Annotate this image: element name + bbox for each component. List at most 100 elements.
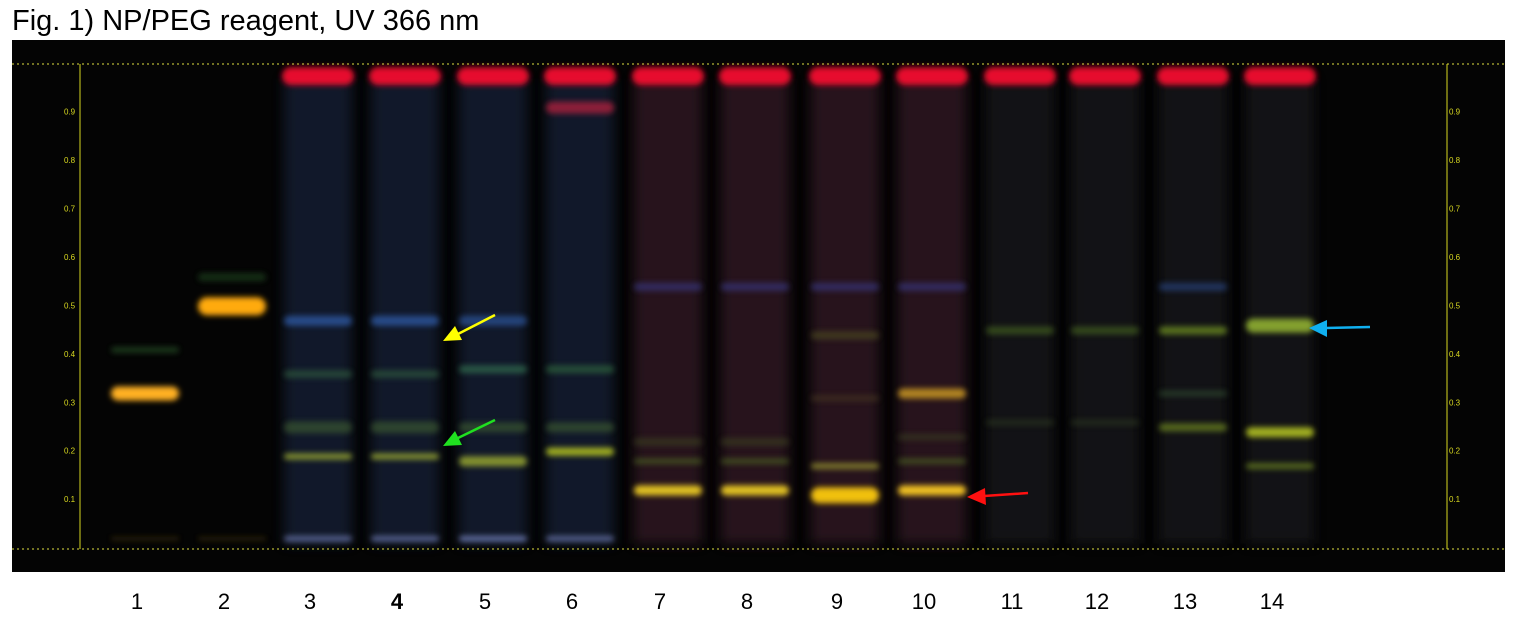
solvent-front-band bbox=[1157, 67, 1229, 86]
lane-trace bbox=[634, 78, 702, 544]
band bbox=[634, 458, 702, 465]
rf-label: 0.4 bbox=[1449, 350, 1461, 359]
lane-trace bbox=[721, 78, 789, 544]
rf-label: 0.4 bbox=[64, 350, 76, 359]
band bbox=[371, 453, 439, 460]
solvent-front-band bbox=[544, 67, 616, 86]
solvent-front-band bbox=[457, 67, 529, 86]
band bbox=[371, 315, 439, 326]
rf-label: 0.6 bbox=[64, 253, 76, 262]
arrow bbox=[457, 313, 496, 336]
rf-label: 0.9 bbox=[64, 108, 76, 117]
rf-label: 0.3 bbox=[1449, 398, 1461, 407]
solvent-front-band bbox=[632, 67, 704, 86]
arrow bbox=[1325, 325, 1371, 330]
band bbox=[284, 315, 352, 326]
lane-trace bbox=[371, 78, 439, 544]
lanes bbox=[111, 67, 1316, 544]
band bbox=[198, 273, 266, 282]
lane-trace bbox=[1246, 78, 1314, 544]
lane-label: 12 bbox=[1085, 589, 1109, 614]
band bbox=[986, 326, 1054, 335]
lane-trace bbox=[1159, 78, 1227, 544]
arrow-head bbox=[967, 488, 986, 505]
band bbox=[284, 370, 352, 379]
arrow-head bbox=[443, 326, 462, 341]
lane-label: 2 bbox=[218, 589, 230, 614]
lane-trace bbox=[546, 78, 614, 544]
band bbox=[198, 297, 266, 316]
arrow-head bbox=[1309, 320, 1327, 337]
arrow bbox=[983, 491, 1029, 498]
band bbox=[721, 437, 789, 446]
band bbox=[811, 463, 879, 470]
band bbox=[546, 447, 614, 456]
figure-title: Fig. 1) NP/PEG reagent, UV 366 nm bbox=[12, 5, 479, 37]
band bbox=[546, 365, 614, 374]
band bbox=[371, 535, 439, 542]
lane-trace bbox=[1071, 78, 1139, 544]
band bbox=[721, 282, 789, 291]
rf-label: 0.9 bbox=[1449, 108, 1461, 117]
band bbox=[1071, 419, 1139, 426]
band bbox=[721, 458, 789, 465]
lane-trace bbox=[811, 78, 879, 544]
arrow-head bbox=[443, 431, 462, 446]
band bbox=[811, 282, 879, 291]
band bbox=[634, 485, 702, 496]
rf-label: 0.2 bbox=[1449, 447, 1461, 456]
rf-label: 0.1 bbox=[64, 495, 76, 504]
band bbox=[371, 370, 439, 379]
lane-label: 9 bbox=[831, 589, 843, 614]
lane-label: 3 bbox=[304, 589, 316, 614]
band bbox=[371, 421, 439, 434]
lane-trace bbox=[986, 78, 1054, 544]
lane-label: 8 bbox=[741, 589, 753, 614]
band bbox=[459, 535, 527, 542]
lane-label: 4 bbox=[391, 589, 404, 614]
band bbox=[111, 386, 179, 401]
band bbox=[459, 365, 527, 374]
rf-label: 0.1 bbox=[1449, 495, 1461, 504]
rf-label: 0.8 bbox=[1449, 156, 1461, 165]
rf-label: 0.7 bbox=[1449, 204, 1461, 213]
band bbox=[898, 485, 966, 496]
solvent-front-band bbox=[896, 67, 968, 86]
band bbox=[198, 536, 266, 541]
band bbox=[898, 388, 966, 399]
lane-label: 11 bbox=[1001, 589, 1024, 614]
band bbox=[986, 419, 1054, 426]
band bbox=[634, 282, 702, 291]
lane-trace bbox=[284, 78, 352, 544]
band bbox=[459, 422, 527, 433]
band bbox=[1159, 423, 1227, 432]
solvent-front-band bbox=[984, 67, 1056, 86]
solvent-front-band bbox=[1069, 67, 1141, 86]
rf-label: 0.7 bbox=[64, 204, 76, 213]
lane-label: 10 bbox=[912, 589, 936, 614]
band bbox=[1159, 390, 1227, 397]
band bbox=[1246, 318, 1314, 333]
band bbox=[898, 434, 966, 441]
lane-label: 1 bbox=[131, 589, 143, 614]
solvent-front-band bbox=[282, 67, 354, 86]
band bbox=[111, 346, 179, 353]
band bbox=[546, 422, 614, 433]
rf-label: 0.5 bbox=[1449, 301, 1461, 310]
band bbox=[546, 535, 614, 542]
band bbox=[634, 437, 702, 446]
lane-label: 6 bbox=[566, 589, 578, 614]
band bbox=[1246, 427, 1314, 438]
band bbox=[898, 282, 966, 291]
arrows bbox=[443, 313, 1371, 505]
lane-label: 5 bbox=[479, 589, 491, 614]
solvent-front-band bbox=[369, 67, 441, 86]
band bbox=[459, 456, 527, 467]
lane-label: 13 bbox=[1173, 589, 1197, 614]
band bbox=[811, 331, 879, 340]
band bbox=[721, 485, 789, 496]
band bbox=[1071, 326, 1139, 335]
solvent-front-band bbox=[719, 67, 791, 86]
band bbox=[898, 458, 966, 465]
